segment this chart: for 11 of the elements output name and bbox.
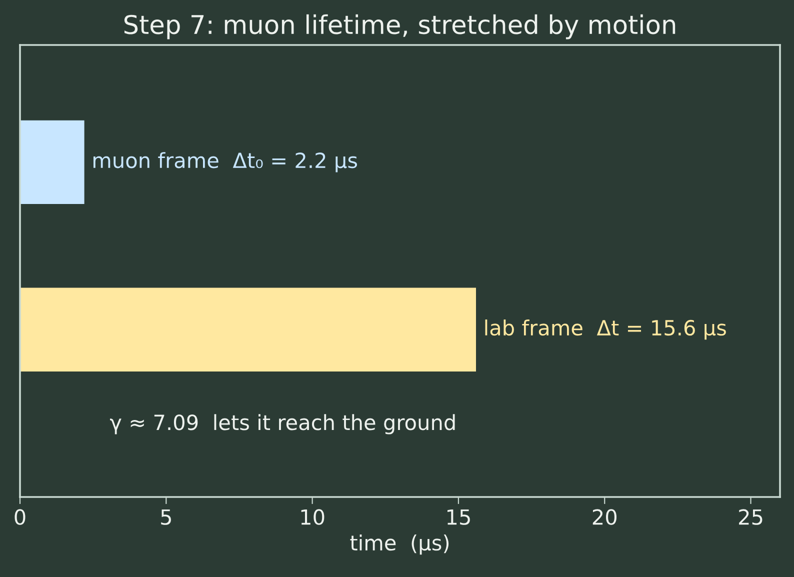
x-tick-label: 10 <box>301 509 324 525</box>
data-label: muon frame Δt₀ = 2.2 μs <box>94 152 358 172</box>
x-tick-label: 5 <box>161 509 171 525</box>
annotation: γ ≈ 7.09 lets it reach the ground <box>110 414 455 434</box>
x-tick-label: 0 <box>14 509 26 525</box>
x-tick-label: 20 <box>592 509 616 525</box>
x-tick-label: 25 <box>739 509 762 525</box>
data-label: lab frame Δt = 15.6 μs <box>485 320 726 340</box>
chart-title: Step 7: muon lifetime, stretched by motion <box>124 14 676 40</box>
x-tick-label: 15 <box>447 509 470 525</box>
x-axis-title: time (μs) <box>350 534 449 555</box>
